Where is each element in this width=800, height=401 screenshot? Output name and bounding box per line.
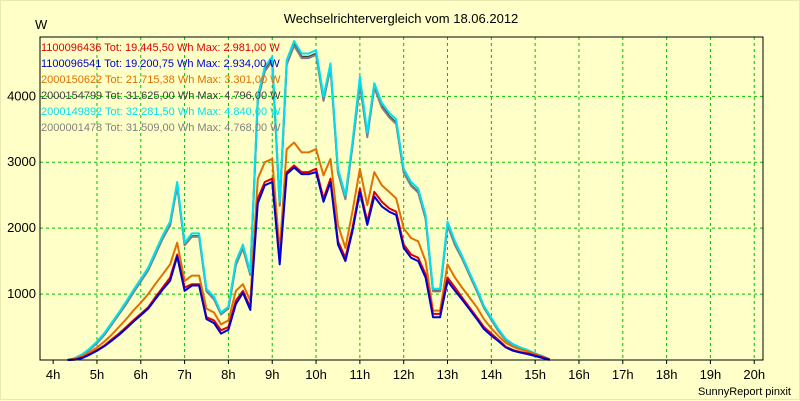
y-tick-label: 4000 [7,88,36,103]
series-line-2 [67,166,550,361]
y-axis-unit: W [35,17,48,32]
x-tick-label: 8h [221,367,235,382]
x-tick-label: 7h [177,367,191,382]
x-tick-label: 5h [90,367,104,382]
x-tick-label: 11h [350,367,371,382]
legend-entry-5: 2000149892 Tot: 32.281,50 Wh Max: 4.840,… [41,106,281,118]
x-tick-label: 9h [265,367,279,382]
x-tick-label: 13h [437,367,459,382]
y-tick-label: 2000 [7,220,36,235]
x-tick-label: 10h [305,367,327,382]
plot-border [39,36,764,361]
series-lines [67,40,551,361]
x-tick-label: 17h [612,367,634,382]
legend-entry-3: 2000150622 Tot: 21.715,38 Wh Max: 3.301,… [41,74,281,86]
plot-area-background [40,37,763,360]
y-axis-ticks: 1000 2000 3000 4000 [7,88,36,301]
chart-title: Wechselrichtervergleich vom 18.06.2012 [283,11,519,26]
x-tick-label: 19h [700,367,722,382]
series-line-6 [67,44,550,361]
series-line-3 [67,141,550,361]
x-axis-ticks: 4h 5h 6h 7h 8h 9h 10h 11h 12h 13h 14h 15h 16h 17h 18h 1… [46,360,765,382]
x-tick-label: 15h [524,367,546,382]
legend-entry-1: 1100096436 Tot: 19.445,50 Wh Max: 2.981,… [41,42,280,54]
x-tick-label: 16h [568,367,590,382]
legend-entry-4: 2000154799 Tot: 31.625,00 Wh Max: 4.796,… [41,90,281,102]
x-tick-label: 14h [480,367,502,382]
x-tick-label: 12h [393,367,415,382]
y-tick-label: 1000 [7,286,36,301]
legend-entry-2: 1100096541 Tot: 19.200,75 Wh Max: 2.934,… [41,58,280,70]
footer-credit: SunnyReport pinxit [698,386,791,398]
x-tick-label: 6h [134,367,148,382]
y-tick-label: 3000 [7,154,36,169]
x-tick-label: 4h [46,367,60,382]
legend-entry-6: 2000001478 Tot: 31.509,00 Wh Max: 4.768,… [41,122,281,134]
series-line-5 [67,40,551,361]
x-tick-label: 18h [656,367,678,382]
x-tick-label: 20h [743,367,765,382]
